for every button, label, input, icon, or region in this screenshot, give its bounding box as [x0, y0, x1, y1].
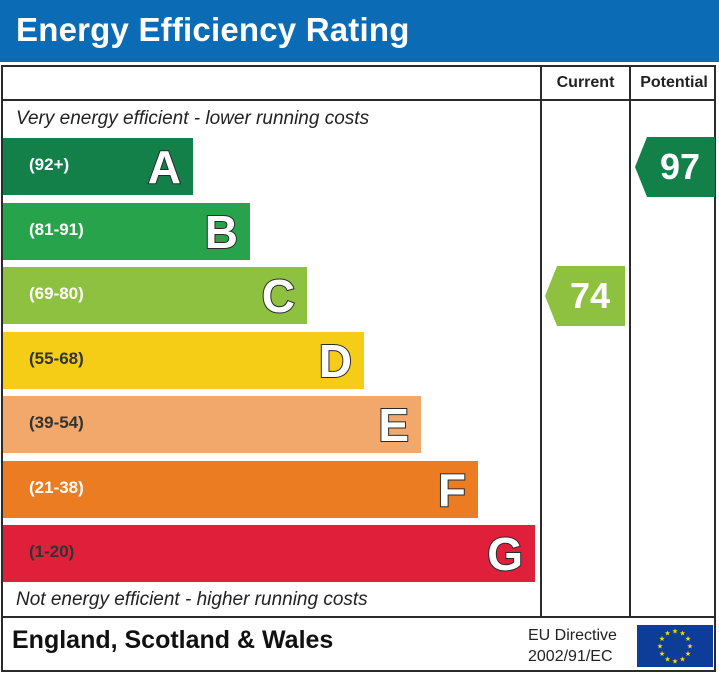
potential-arrow-shape — [635, 137, 715, 197]
eu-star-icon: ★ — [672, 658, 678, 666]
band-f: (21-38) F — [3, 461, 478, 518]
top-note: Very energy efficient - lower running co… — [16, 108, 370, 129]
band-g-letter: G — [486, 527, 524, 581]
eu-star-icon: ★ — [657, 643, 663, 651]
region-label: England, Scotland & Wales — [12, 626, 334, 654]
band-d: (55-68) D — [3, 332, 364, 389]
potential-rating-arrow: 97 — [635, 137, 715, 197]
band-b-letter: B — [204, 205, 239, 259]
current-rating-arrow: 74 — [545, 266, 625, 326]
band-e: (39-54) E — [3, 396, 421, 453]
band-c-range: (69-80) — [29, 284, 84, 303]
band-a-letter: A — [147, 140, 182, 194]
eu-star-icon: ★ — [664, 630, 670, 638]
title-bar: Energy Efficiency Rating — [0, 0, 719, 62]
potential-column-divider — [629, 65, 631, 618]
band-f-range: (21-38) — [29, 478, 84, 497]
band-b: (81-91) B — [3, 203, 250, 260]
chart-title: Energy Efficiency Rating — [16, 11, 410, 48]
directive-line-1: EU Directive — [528, 627, 617, 644]
potential-column-header: Potential — [640, 74, 708, 91]
header-divider — [1, 99, 716, 101]
current-arrow-shape — [545, 266, 625, 326]
band-e-letter: E — [377, 398, 410, 452]
band-g-range: (1-20) — [29, 542, 75, 561]
potential-rating-value: 97 — [659, 146, 701, 187]
eu-star-icon: ★ — [659, 635, 665, 643]
eu-star-icon: ★ — [679, 656, 685, 664]
eu-flag-icon: ★ ★ ★ ★ ★ ★ ★ ★ ★ ★ ★ ★ — [637, 625, 713, 667]
current-column-header: Current — [556, 74, 615, 91]
eu-star-icon: ★ — [685, 635, 691, 643]
bottom-note: Not energy efficient - higher running co… — [16, 589, 368, 610]
band-f-letter: F — [437, 463, 467, 517]
current-column-divider — [540, 65, 542, 618]
band-e-range: (39-54) — [29, 413, 84, 432]
band-g: (1-20) G — [3, 525, 535, 582]
eu-star-icon: ★ — [685, 650, 691, 658]
current-rating-value: 74 — [569, 275, 611, 316]
band-d-letter: D — [318, 334, 353, 388]
band-a-range: (92+) — [29, 155, 70, 174]
eu-stars-icon: ★ ★★★★★★★★★★★ — [657, 628, 693, 666]
band-b-range: (81-91) — [29, 220, 84, 239]
eu-star-icon: ★ — [687, 643, 693, 651]
eu-star-icon: ★ — [679, 630, 685, 638]
band-c-letter: C — [261, 269, 296, 323]
eu-star-icon: ★ — [659, 650, 665, 658]
band-c: (69-80) C — [3, 267, 307, 324]
footer-divider — [1, 616, 716, 618]
directive-line-2: 2002/91/EC — [528, 648, 613, 665]
band-a: (92+) A — [3, 138, 193, 195]
chart-frame — [1, 65, 716, 672]
eu-star-icon: ★ — [672, 628, 678, 636]
eu-star-icon: ★ — [664, 656, 670, 664]
band-d-range: (55-68) — [29, 349, 84, 368]
